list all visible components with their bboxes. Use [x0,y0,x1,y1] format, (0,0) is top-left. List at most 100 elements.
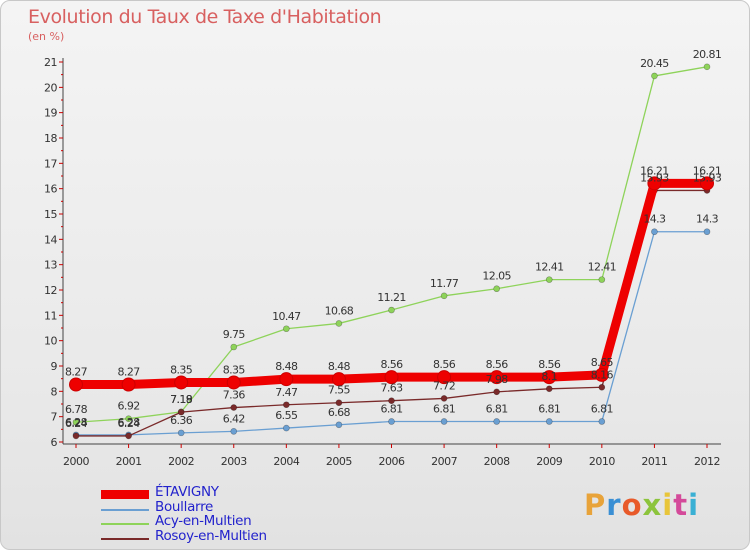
unit-label: (en %) [28,30,65,43]
y-tick-label: 8 [51,385,58,398]
data-point [388,418,395,425]
series-line-0 [71,178,712,389]
data-point [283,424,290,432]
data-point [542,370,557,385]
series-lines [69,63,714,440]
data-point [440,418,448,425]
data-point [700,176,714,191]
data-point [230,343,238,351]
legend-label: Rosoy-en-Multien [155,527,267,544]
data-label: 7.63 [380,382,403,395]
data-point [598,383,606,391]
data-point [283,325,290,333]
data-label: 20.81 [693,48,722,61]
data-point [440,395,448,402]
x-tick-label: 2007 [431,455,457,468]
y-tick-label: 6 [51,436,58,449]
logo-letter: i [662,488,674,522]
data-point [230,404,238,411]
data-point [226,375,241,390]
data-label: 7.72 [433,379,455,392]
data-point [493,418,500,425]
data-point [174,375,189,390]
data-label: 6.81 [380,402,402,415]
data-label: 8.35 [223,363,246,376]
data-point [177,429,185,437]
logo-letter: t [673,488,689,522]
logo-letter: r [606,488,622,522]
data-point [384,370,399,385]
data-point [335,421,343,429]
x-tick-label: 2005 [326,455,352,468]
x-tick-label: 2008 [484,455,510,468]
data-labels: 8.27 8.27 8.35 8.35 8.48 8.48 8.56 8.56 8.56 8.56… [65,48,722,430]
data-label: 8.65 [591,356,614,369]
y-tick-label: 18 [44,132,57,145]
data-label: 7.47 [275,386,298,399]
data-point [331,372,346,387]
x-tick-label: 2011 [641,455,667,468]
data-point [69,377,83,392]
data-point [651,228,658,236]
data-label: 8.56 [433,358,456,371]
data-label: 9.75 [223,328,246,341]
logo-letter: i [688,488,700,522]
data-label: 12.05 [482,270,511,283]
data-point [598,276,606,283]
data-label: 6.92 [118,400,140,413]
legend-swatch [101,523,149,525]
data-label: 14.3 [696,213,719,226]
data-point [493,285,500,293]
data-point [598,418,606,425]
data-label: 7.18 [170,393,193,406]
x-tick-label: 2006 [379,455,405,468]
data-label: 8.35 [170,363,193,376]
x-tick-label: 2001 [116,455,142,468]
logo-letter: P [584,488,607,522]
data-point [440,292,448,300]
y-tick-label: 15 [44,208,57,221]
data-point [594,367,609,382]
data-point [545,385,553,393]
y-tick-label: 20 [44,81,57,94]
axes: 6 7 8 9 10 11 12 13 14 15 16 17 18 19 20 21 2000 2001 2002… [44,56,721,468]
legend-swatch [101,490,149,499]
data-point [125,432,132,440]
y-tick-label: 17 [44,157,57,170]
data-label: 12.41 [535,261,564,274]
chart-title: Evolution du Taux de Taxe d'Habitation [28,6,382,28]
data-point [283,401,290,409]
logo-letter: x [642,488,663,522]
legend-label: Acy-en-Multien [155,513,252,529]
data-label: 15.93 [640,171,669,184]
x-tick-label: 2000 [63,455,89,468]
data-label: 6.81 [591,402,613,415]
data-point [72,432,80,440]
data-point [651,72,658,80]
data-label: 6.81 [538,402,560,415]
y-tick-label: 7 [51,411,58,424]
legend-label: Boullarre [155,498,214,515]
x-tick-label: 2004 [273,455,299,468]
data-label: 6.81 [433,402,455,415]
data-label: 8.27 [118,365,141,378]
data-label: 7.19 [170,393,193,406]
data-label: 8.56 [486,358,509,371]
data-point [647,176,662,191]
data-label: 7.98 [486,373,509,386]
y-tick-label: 12 [44,284,57,297]
data-label: 6.36 [170,414,193,427]
data-label: 8.48 [275,360,298,373]
y-tick-label: 10 [44,335,57,348]
data-label: 7.55 [328,384,351,397]
data-point [125,415,132,422]
data-point [177,408,185,416]
x-tick-label: 2012 [694,455,720,468]
data-point [388,306,395,314]
data-label: 8.56 [380,358,403,371]
data-label: 8.1 [541,370,557,383]
legend-label: ÉTAVIGNY [155,484,219,500]
data-label: 6.28 [118,416,141,429]
